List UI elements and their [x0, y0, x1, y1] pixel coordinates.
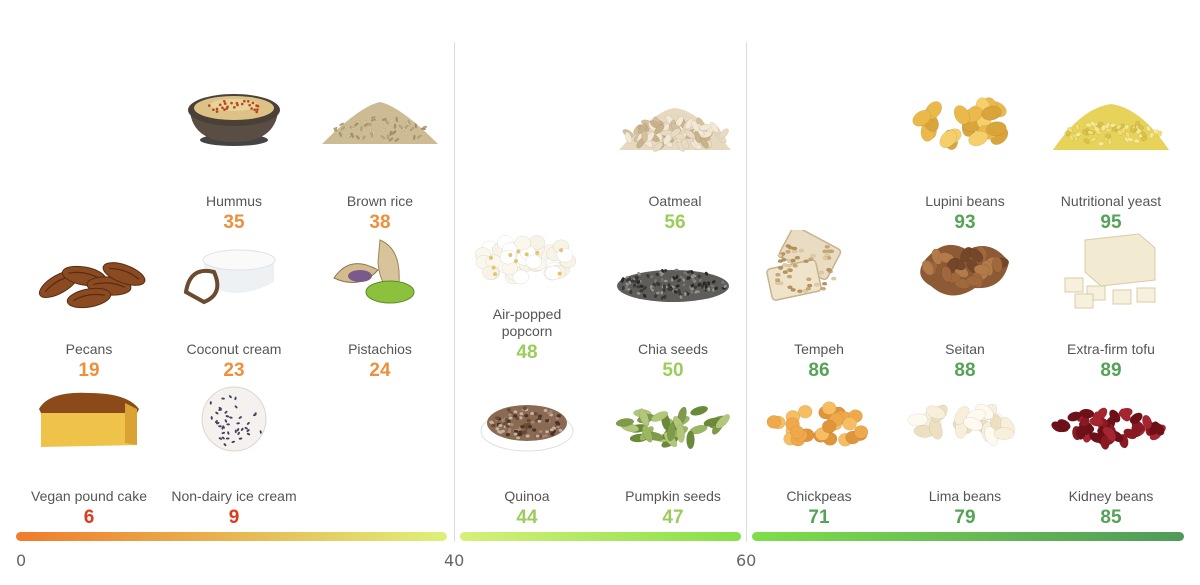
- food-name: Vegan pound cake: [31, 488, 147, 504]
- food-score: 6: [83, 507, 95, 528]
- food-item-hummus: Hummus 35: [159, 94, 309, 240]
- band-divider-1: [454, 42, 455, 542]
- grain-pile-icon: [322, 102, 438, 144]
- scale-tick-60: 60: [736, 551, 757, 570]
- quinoa-bowl-icon: [480, 405, 574, 452]
- food-score: 44: [516, 507, 538, 528]
- food-score: 88: [954, 360, 976, 381]
- tempeh-icon: [766, 230, 842, 301]
- hummus-bowl-icon: [188, 94, 280, 146]
- food-score: 71: [808, 507, 830, 528]
- food-score: 48: [516, 342, 538, 363]
- food-item-pecans: Pecans 19: [14, 248, 164, 388]
- food-name: Coconut cream: [186, 341, 282, 357]
- band-0-40-bar: [16, 532, 447, 541]
- tofu-cubes-icon: [1064, 233, 1156, 309]
- food-item-quinoa: Quinoa 44: [452, 395, 602, 535]
- coconut-cream-icon: [183, 249, 276, 305]
- chickpeas-icon: [766, 401, 869, 447]
- food-name: Seitan: [945, 341, 985, 357]
- food-score: 24: [369, 360, 391, 381]
- food-item-brown-rice: Brown rice 38: [305, 100, 455, 240]
- food-score: 85: [1100, 507, 1122, 528]
- pumpkin-seeds-icon: [615, 405, 730, 450]
- food-score: 9: [228, 507, 240, 528]
- food-name: Quinoa: [504, 488, 550, 504]
- food-item-chia-seeds: Chia seeds 50: [598, 248, 748, 388]
- food-name: Brown rice: [346, 193, 414, 209]
- chia-seeds-icon: [617, 268, 729, 302]
- ice-cream-scoop-icon: [201, 386, 267, 452]
- food-name: Lima beans: [928, 488, 1002, 504]
- food-score: 23: [223, 360, 245, 381]
- food-item-tempeh: Tempeh 86: [744, 230, 894, 388]
- lima-beans-icon: [907, 403, 1015, 446]
- food-item-seitan: Seitan 88: [890, 244, 1040, 388]
- popcorn-icon: [474, 235, 577, 285]
- food-score: 56: [664, 212, 686, 233]
- food-item-coconut-cream: Coconut cream 23: [159, 248, 309, 388]
- band-60-100-bar: [752, 532, 1184, 541]
- food-item-nutritional-yeast: Nutritional yeast 95: [1036, 100, 1186, 240]
- food-name: Nutritional yeast: [1060, 193, 1162, 209]
- band-divider-2: [746, 42, 747, 542]
- food-score: 47: [662, 507, 684, 528]
- food-name: Chickpeas: [786, 488, 852, 504]
- food-item-air-popped-popcorn: Air-popped popcorn 48: [452, 230, 602, 370]
- food-score: 79: [954, 507, 976, 528]
- food-name: Air-popped popcorn: [492, 306, 562, 339]
- food-item-vegan-pound-cake: Vegan pound cake 6: [14, 392, 164, 535]
- food-score: 86: [808, 360, 830, 381]
- food-item-lupini-beans: Lupini beans 93: [890, 97, 1040, 240]
- seitan-icon: [920, 244, 1009, 296]
- food-item-extra-firm-tofu: Extra-firm tofu 89: [1036, 233, 1186, 388]
- food-item-pumpkin-seeds: Pumpkin seeds 47: [598, 395, 748, 535]
- food-name: Oatmeal: [648, 193, 702, 209]
- food-score: 95: [1100, 212, 1122, 233]
- food-score: 89: [1100, 360, 1122, 381]
- pistachios-icon: [333, 239, 415, 304]
- food-name: Pumpkin seeds: [625, 488, 721, 504]
- scale-tick-0: 0: [16, 551, 27, 570]
- food-name: Pistachios: [348, 341, 412, 357]
- food-score: 50: [662, 360, 684, 381]
- food-name: Lupini beans: [925, 193, 1005, 209]
- food-name: Extra-firm tofu: [1067, 341, 1155, 357]
- oat-flakes-icon: [619, 108, 731, 152]
- food-item-oatmeal: Oatmeal 56: [600, 100, 750, 240]
- food-score: 19: [78, 360, 100, 381]
- food-score: 38: [369, 212, 391, 233]
- pecans-icon: [38, 262, 146, 309]
- pound-cake-icon: [39, 392, 139, 447]
- food-item-lima-beans: Lima beans 79: [890, 395, 1040, 535]
- food-name: Non-dairy ice cream: [171, 488, 297, 504]
- kidney-beans-icon: [1051, 407, 1166, 450]
- food-name: Hummus: [205, 193, 262, 209]
- lupini-beans-icon: [912, 97, 1009, 150]
- food-name: Pecans: [65, 341, 113, 357]
- food-name: Chia seeds: [637, 341, 709, 357]
- yeast-flakes-icon: [1053, 104, 1169, 150]
- food-name: Tempeh: [794, 341, 844, 357]
- food-item-chickpeas: Chickpeas 71: [744, 395, 894, 535]
- food-item-non-dairy-ice-cream: Non-dairy ice cream 9: [159, 386, 309, 535]
- food-score: 93: [954, 212, 976, 233]
- food-item-kidney-beans: Kidney beans 85: [1036, 395, 1186, 535]
- food-item-pistachios: Pistachios 24: [305, 239, 455, 388]
- food-name: Kidney beans: [1068, 488, 1154, 504]
- scale-tick-40: 40: [444, 551, 465, 570]
- food-score: 35: [223, 212, 245, 233]
- band-40-60-bar: [460, 532, 741, 541]
